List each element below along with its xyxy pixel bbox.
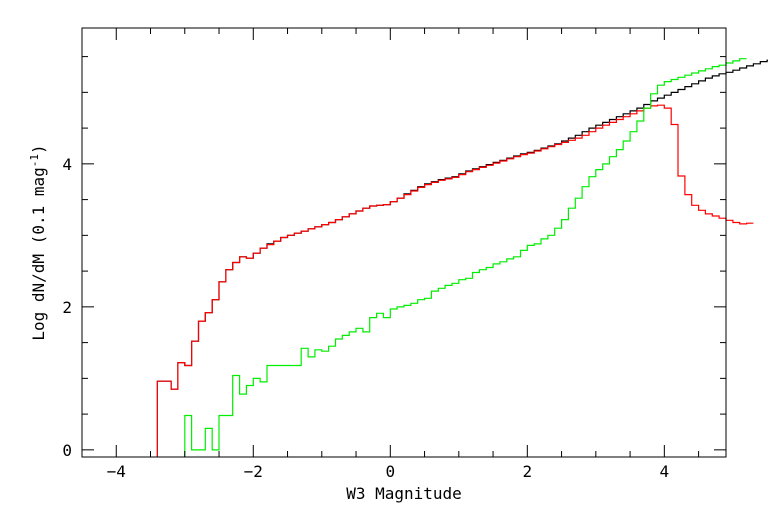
- y-axis-title: Log dN/dM (0.1 mag-1): [28, 144, 48, 340]
- y-tick-label: 2: [62, 298, 72, 317]
- series-layer: [156, 58, 768, 457]
- histogram-series-3: [184, 58, 747, 457]
- y-tick-label: 4: [62, 155, 72, 174]
- plot-frame: [81, 27, 727, 458]
- x-tick-label: −4: [107, 462, 126, 481]
- x-axis-title: W3 Magnitude: [346, 484, 462, 503]
- y-axis-title-superscript: -1: [28, 154, 41, 167]
- ticks-layer: −4 −2 0 2 4 0 2 4: [62, 28, 726, 481]
- x-tick-label: 4: [660, 462, 670, 481]
- x-tick-label: 0: [385, 462, 395, 481]
- x-tick-label: 2: [522, 462, 532, 481]
- y-axis-title-main: Log dN/dM (0.1 mag: [29, 167, 48, 340]
- histogram-series-2: [156, 104, 754, 457]
- y-axis-title-close: ): [29, 144, 48, 154]
- x-tick-label: −2: [244, 462, 263, 481]
- y-tick-label: 0: [62, 441, 72, 460]
